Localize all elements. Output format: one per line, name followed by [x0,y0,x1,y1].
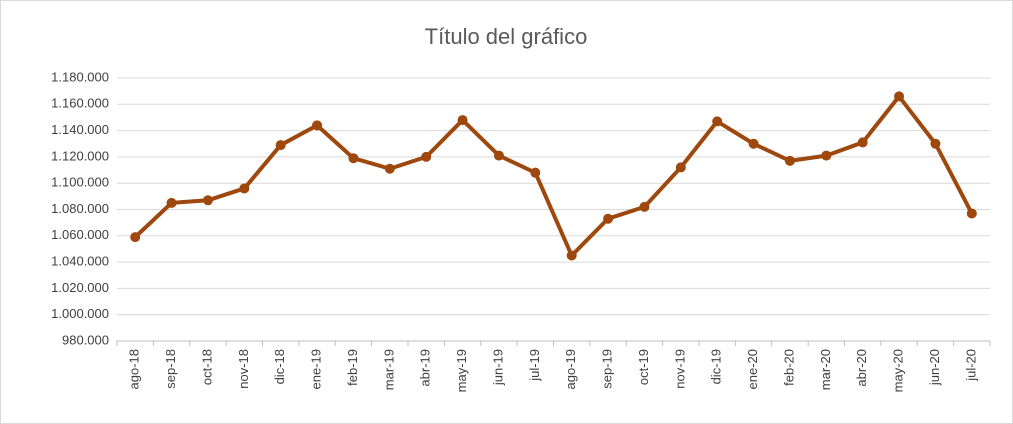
y-tick-label: 1.120.000 [51,148,109,163]
y-tick-label: 1.180.000 [51,69,109,84]
y-tick-label: 1.100.000 [51,175,109,190]
y-tick-label: 1.000.000 [51,306,109,321]
marker [966,208,977,219]
x-tick-label: ene-19 [309,349,324,389]
marker [712,116,723,127]
marker [639,201,650,212]
x-tick-label: feb-19 [345,349,360,386]
x-tick-label: oct-19 [636,349,651,385]
chart-title: Título del gráfico [425,24,588,49]
x-tick-label: sep-18 [163,349,178,389]
x-tick-label: may-20 [891,349,906,392]
marker [566,250,577,261]
y-tick-label: 1.160.000 [51,96,109,111]
x-tick-label: nov-18 [236,349,251,389]
x-tick-label: jul-20 [963,349,978,382]
marker [130,232,141,243]
y-tick-label: 1.080.000 [51,201,109,216]
marker [348,153,359,164]
x-tick-label: sep-19 [600,349,615,389]
line [133,94,974,258]
marker [421,151,432,162]
marker [384,163,395,174]
y-tick-label: 1.140.000 [51,122,109,137]
x-tick-label: ene-20 [745,349,760,389]
x-tick-label: jun-20 [927,349,942,386]
x-tick-label: oct-18 [199,349,214,385]
x-tick-label: dic-19 [709,349,724,384]
x-tick-label: may-19 [454,349,469,392]
x-tick-label: ago-19 [563,349,578,389]
x-tick-label: dic-18 [272,349,287,384]
x-tick-label: abr-19 [418,349,433,387]
y-tick-label: 1.060.000 [51,227,109,242]
marker [275,140,286,151]
marker [457,115,468,126]
x-tick-label: jul-19 [527,349,542,382]
x-tick-label: mar-20 [818,349,833,390]
x-tick-label: ago-18 [127,349,142,389]
x-tick-label: jun-19 [490,349,505,386]
x-tick-label: feb-20 [781,349,796,386]
x-tick-label: mar-19 [381,349,396,390]
marker [894,91,905,102]
marker [239,183,250,194]
marker [530,167,541,178]
marker [493,150,504,161]
marker [675,162,686,173]
y-tick-label: 1.040.000 [51,254,109,269]
marker [603,213,614,224]
marker [930,138,941,149]
x-tick-label: abr-20 [854,349,869,387]
marker [202,195,213,206]
x-tick-label: nov-19 [672,349,687,389]
y-tick-label: 1.020.000 [51,280,109,295]
marker [166,197,177,208]
marker [784,155,795,166]
marker [821,150,832,161]
marker [312,120,323,131]
y-tick-label: 980.000 [62,332,109,347]
marker [857,137,868,148]
marker [748,138,759,149]
